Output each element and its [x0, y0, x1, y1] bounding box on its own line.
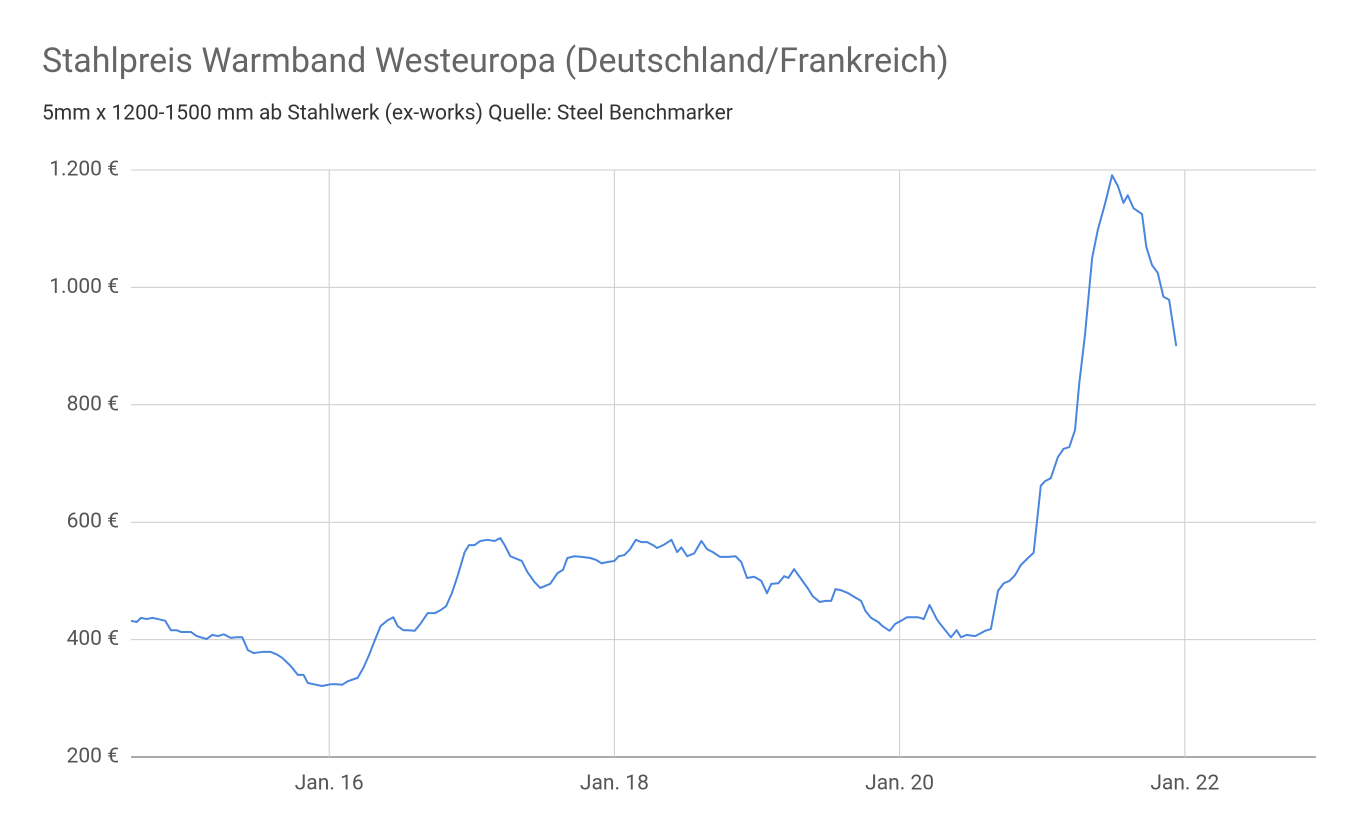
y-tick-label: 600 €: [67, 510, 119, 534]
chart-subtitle: 5mm x 1200-1500 mm ab Stahlwerk (ex-work…: [42, 102, 733, 126]
chart-title: Stahlpreis Warmband Westeuropa (Deutschl…: [42, 41, 949, 81]
x-tick-label: Jan. 16: [295, 772, 364, 796]
x-tick-label: Jan. 22: [1150, 772, 1219, 796]
y-tick-label: 1.200 €: [49, 158, 119, 182]
y-tick-label: 1.000 €: [49, 275, 119, 299]
x-tick-label: Jan. 18: [580, 772, 649, 796]
x-tick-label: Jan. 20: [865, 772, 934, 796]
price-line: [130, 174, 1178, 687]
y-tick-label: 800 €: [67, 392, 119, 416]
y-tick-label: 200 €: [67, 745, 119, 769]
y-tick-label: 400 €: [67, 627, 119, 651]
